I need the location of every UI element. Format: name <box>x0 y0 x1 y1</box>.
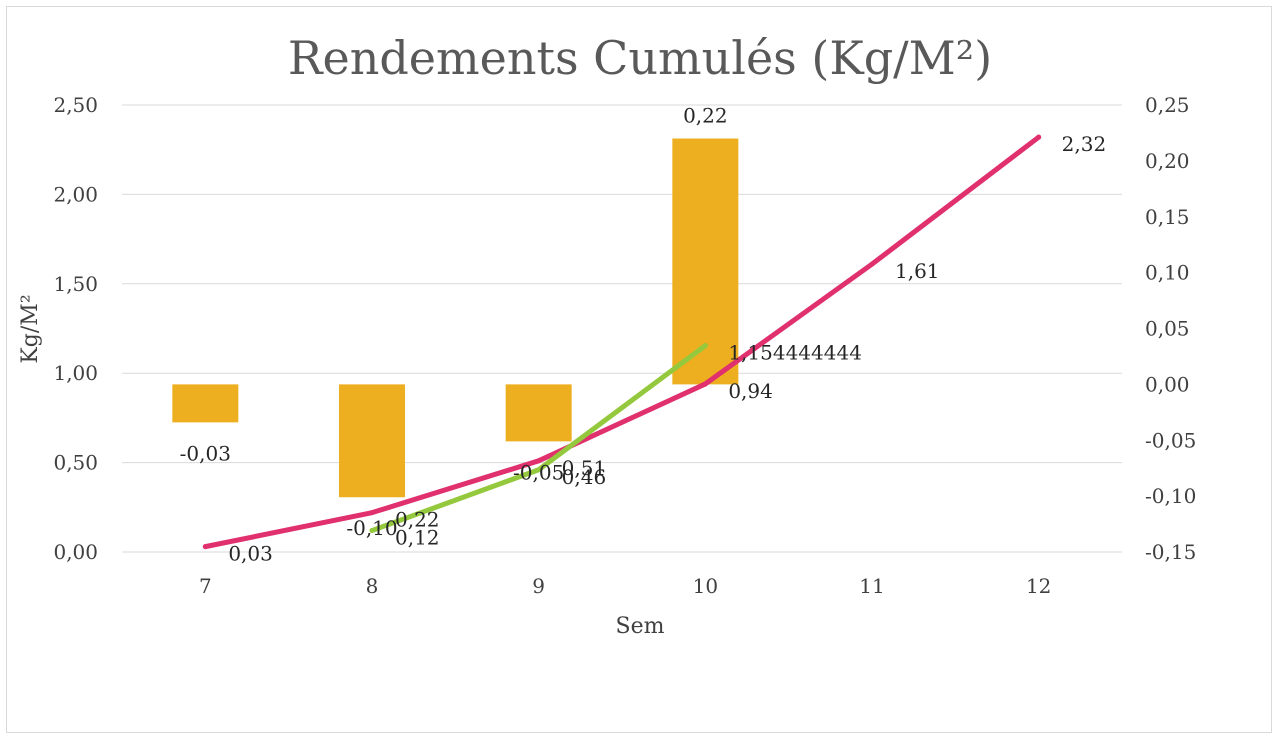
bar <box>505 384 572 442</box>
bar <box>172 384 239 423</box>
line-data-label: 0,22 <box>395 508 440 532</box>
right-tick-label: 0,05 <box>1145 317 1190 341</box>
right-tick-label: -0,05 <box>1145 428 1196 452</box>
bar-data-label: -0,10 <box>346 516 397 540</box>
right-axis-ticks: -0,15 -0,10 -0,05 0,00 0,05 0,10 0,15 0,20 0,25 <box>1145 93 1196 564</box>
chart-frame <box>6 6 1272 733</box>
line-data-label: 0,46 <box>562 465 607 489</box>
line-point <box>702 343 708 349</box>
left-tick-label: 1,00 <box>53 361 98 385</box>
bar-data-label: -0,03 <box>180 441 231 465</box>
line-data-label: 0,12 <box>395 526 440 550</box>
gridlines <box>122 104 1122 553</box>
x-tick-label: 9 <box>532 574 545 598</box>
line-data-label: 0,94 <box>728 379 773 403</box>
line-data-label: 0,51 <box>562 456 607 480</box>
x-axis-ticks: 7 8 9 10 11 12 <box>199 574 1051 598</box>
y-axis-title: Kg/M² <box>18 294 43 363</box>
x-axis-title: Sem <box>616 614 665 639</box>
data-labels: -0,03 -0,10 -0,05 0,22 0,03 0,22 0,51 0,94 1,61 2… <box>180 104 1107 566</box>
bar-data-label: 0,22 <box>683 104 728 128</box>
line-data-label: 2,32 <box>1062 132 1107 156</box>
right-tick-label: 0,00 <box>1145 372 1190 396</box>
line-point <box>369 528 375 534</box>
x-tick-label: 11 <box>859 574 884 598</box>
right-tick-label: 0,15 <box>1145 205 1190 229</box>
line-data-label: 1,61 <box>895 259 940 283</box>
bar-data-label: -0,05 <box>513 460 564 484</box>
left-tick-label: 0,50 <box>53 451 98 475</box>
left-tick-label: 1,50 <box>53 272 98 296</box>
x-tick-label: 8 <box>366 574 379 598</box>
line-point <box>202 544 208 550</box>
right-tick-label: 0,20 <box>1145 149 1190 173</box>
bar <box>339 384 405 498</box>
series-line <box>202 134 1042 550</box>
right-tick-label: -0,15 <box>1145 540 1196 564</box>
line-point <box>869 261 875 267</box>
left-tick-label: 0,00 <box>53 540 98 564</box>
left-tick-label: 2,00 <box>53 182 98 206</box>
x-tick-label: 12 <box>1026 574 1051 598</box>
left-axis-ticks: 0,00 0,50 1,00 1,50 2,00 2,50 <box>53 93 98 564</box>
left-tick-label: 2,50 <box>53 93 98 117</box>
line-point <box>702 381 708 387</box>
line-data-label: 1,154444444 <box>728 341 862 365</box>
line-point <box>369 510 375 516</box>
right-tick-label: 0,25 <box>1145 93 1190 117</box>
x-tick-label: 7 <box>199 574 212 598</box>
line-series <box>202 134 1042 550</box>
line-point <box>536 458 542 464</box>
chart-title: Rendements Cumulés (Kg/M²) <box>288 31 992 85</box>
line-point <box>1036 134 1042 140</box>
line-data-label: 0,03 <box>228 542 273 566</box>
right-tick-label: -0,10 <box>1145 484 1196 508</box>
bar-series <box>172 138 739 498</box>
right-tick-label: 0,10 <box>1145 261 1190 285</box>
line-point <box>536 467 542 473</box>
x-tick-label: 10 <box>693 574 718 598</box>
